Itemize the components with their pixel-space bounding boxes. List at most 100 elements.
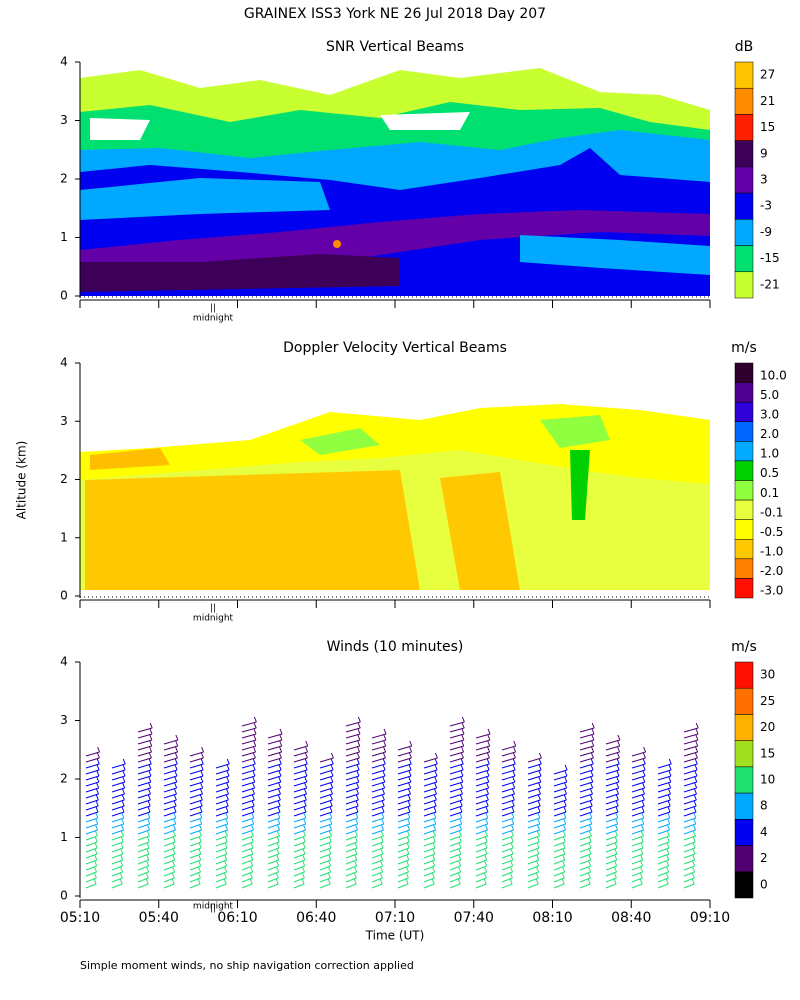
wind-barb	[501, 835, 514, 841]
wind-barb-flag	[198, 836, 202, 843]
wind-barb-flag	[173, 794, 177, 801]
wind-barb	[345, 853, 358, 859]
wind-barb	[579, 883, 591, 889]
wind-barb	[657, 841, 670, 847]
wind-barb-flag	[640, 848, 644, 855]
wind-barb	[345, 811, 359, 817]
wind-barb-flag	[615, 800, 619, 807]
wind-barb-flag	[225, 824, 229, 831]
wind-barb	[163, 847, 176, 853]
wind-barb	[449, 835, 462, 841]
wind-barb	[501, 787, 515, 793]
wind-barb	[137, 733, 153, 739]
wind-barb	[475, 811, 489, 817]
wind-barb	[527, 817, 541, 823]
wind-barb	[475, 781, 489, 787]
wind-barb-flag	[694, 788, 697, 795]
wind-barb-flag	[640, 866, 643, 873]
wind-barb	[397, 745, 412, 751]
wind-barb	[475, 871, 487, 877]
wind-barb-flag	[224, 854, 228, 861]
wind-barb	[553, 847, 566, 853]
wind-barb	[605, 787, 619, 793]
wind-barb	[371, 835, 384, 841]
wind-barb	[527, 805, 541, 811]
wind-barb	[293, 757, 308, 763]
wind-barb-flag	[432, 860, 436, 867]
colorbar-label: -21	[760, 277, 780, 291]
wind-barb	[501, 817, 515, 823]
wind-barb-flag	[668, 782, 672, 789]
wind-barb-flag	[460, 764, 464, 771]
wind-barb	[631, 877, 643, 883]
wind-barb-flag	[564, 782, 568, 789]
wind-barb	[449, 865, 461, 871]
wind-barb	[683, 811, 697, 817]
wind-barb	[423, 829, 436, 835]
wind-barb-flag	[483, 878, 487, 885]
wind-barb-flag	[278, 758, 282, 765]
wind-barb-flag	[667, 794, 671, 801]
wind-barb-flag	[122, 770, 126, 777]
wind-barb	[501, 805, 515, 811]
wind-barb	[605, 757, 620, 763]
wind-barb	[137, 865, 149, 871]
wind-barb	[475, 751, 490, 757]
wind-barb	[449, 787, 463, 793]
wind-barb	[449, 727, 465, 733]
wind-barb	[319, 793, 333, 799]
wind-barb-flag	[198, 860, 202, 867]
wind-barb-flag	[408, 782, 412, 789]
wind-barb-flag	[120, 854, 124, 861]
wind-barb	[657, 805, 671, 811]
wind-barb-flag	[434, 758, 438, 765]
wind-barb	[371, 763, 386, 769]
wind-barb	[553, 865, 565, 871]
wind-barb-flag	[485, 806, 489, 813]
wind-barb-flag	[641, 806, 645, 813]
wind-barb-flag	[174, 770, 178, 777]
wind-barb-flag	[642, 770, 646, 777]
wind-barb	[371, 775, 386, 781]
y-tick-label: 1	[60, 830, 68, 844]
wind-barb-flag	[250, 836, 254, 843]
wind-barb-flag	[330, 764, 334, 771]
wind-barb-flag	[175, 746, 179, 753]
colorbar-box	[734, 245, 754, 273]
wind-barb-flag	[563, 818, 567, 825]
y-tick-label: 3	[60, 713, 68, 727]
wind-barb-flag	[510, 860, 514, 867]
wind-barb-flag	[461, 740, 465, 747]
wind-barb-flag	[641, 800, 645, 807]
wind-barb-flag	[590, 764, 594, 771]
y-tick-label: 0	[60, 289, 68, 303]
wind-barb-flag	[120, 842, 124, 849]
wind-barb-flag	[223, 878, 227, 885]
wind-barb	[371, 781, 385, 787]
wind-barb	[683, 859, 695, 865]
wind-barb-flag	[382, 782, 386, 789]
wind-barb	[189, 811, 203, 817]
wind-barb	[111, 829, 124, 835]
wind-barb	[163, 787, 177, 793]
wind-barb	[241, 769, 256, 775]
wind-barb-flag	[484, 842, 488, 849]
wind-barb	[241, 799, 255, 805]
wind-barb	[137, 823, 150, 829]
wind-barb	[579, 751, 594, 757]
wind-barb	[553, 853, 566, 859]
wind-barb	[215, 841, 228, 847]
wind-barb-flag	[615, 794, 619, 801]
colorbar-label: 3.0	[760, 407, 779, 421]
wind-barb-flag	[200, 764, 204, 771]
wind-barb	[319, 805, 333, 811]
wind-barb-flag	[330, 782, 334, 789]
wind-barb-flag	[277, 794, 281, 801]
wind-barb	[553, 787, 567, 793]
wind-barb	[631, 775, 646, 781]
wind-barb	[241, 829, 254, 835]
wind-barb-flag	[380, 836, 384, 843]
wind-barb-flag	[691, 872, 695, 879]
wind-barb	[241, 853, 254, 859]
wind-barb-flag	[277, 812, 281, 819]
